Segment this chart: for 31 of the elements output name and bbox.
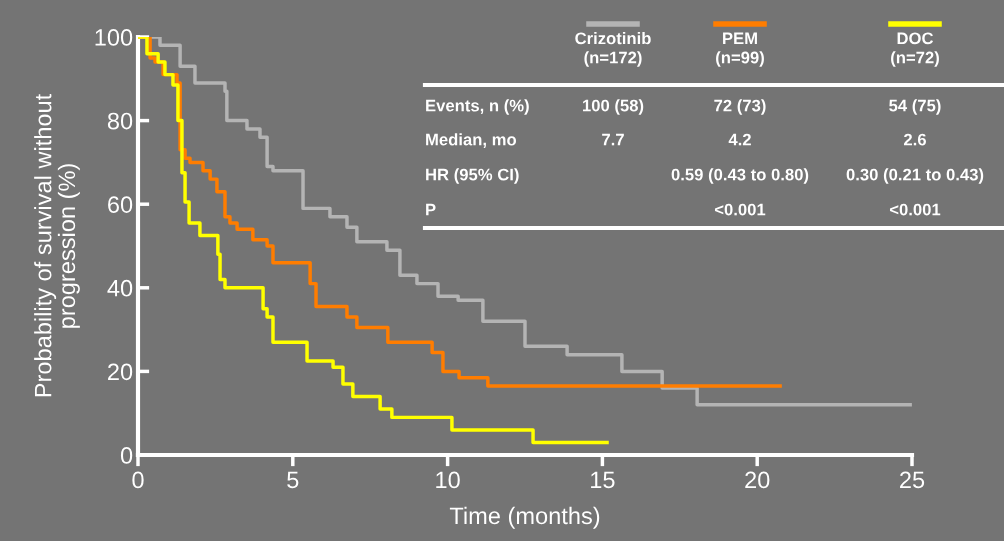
annotation: Events, n (%) bbox=[426, 99, 529, 115]
annotation: HR (95% CI) bbox=[426, 168, 519, 184]
x-tick-label: 10 bbox=[436, 471, 460, 489]
annotation: <0.001 bbox=[889, 203, 941, 216]
x-tick-label: 0 bbox=[132, 471, 144, 489]
legend-label: PEM (n=99) bbox=[716, 32, 764, 67]
legend-label: DOC (n=72) bbox=[891, 32, 939, 67]
annotation: <0.001 bbox=[714, 203, 766, 216]
x-tick-label: 15 bbox=[591, 471, 615, 489]
annotation: 0.30 (0.21 to 0.43) bbox=[846, 168, 984, 184]
legend-label: Crizotinib (n=172) bbox=[575, 32, 651, 67]
annotation: 72 (73) bbox=[714, 99, 766, 115]
y-tick-label: 20 bbox=[108, 363, 133, 381]
x-axis-title: Time (months) bbox=[449, 506, 600, 529]
x-tick-label: 5 bbox=[287, 471, 299, 489]
x-tick-label: 20 bbox=[745, 471, 770, 489]
y-tick-label: 80 bbox=[107, 112, 133, 130]
y-tick-label: 100 bbox=[95, 29, 133, 46]
y-tick-label: 0 bbox=[120, 447, 133, 464]
annotation: 4.2 bbox=[728, 133, 751, 146]
annotation: 54 (75) bbox=[889, 99, 941, 115]
annotation: Median, mo bbox=[426, 133, 517, 148]
x-tick-label: 25 bbox=[900, 471, 925, 489]
annotation: 0.59 (0.43 to 0.80) bbox=[671, 168, 809, 184]
annotation: 100 (58) bbox=[583, 99, 644, 115]
y-axis-title: Probability of survival without progression (%) bbox=[34, 93, 80, 397]
annotation: P bbox=[426, 203, 436, 216]
y-tick-label: 60 bbox=[108, 196, 133, 213]
annotation: 7.7 bbox=[602, 133, 624, 146]
y-tick-label: 40 bbox=[107, 279, 133, 297]
annotation: 2.6 bbox=[903, 133, 926, 146]
